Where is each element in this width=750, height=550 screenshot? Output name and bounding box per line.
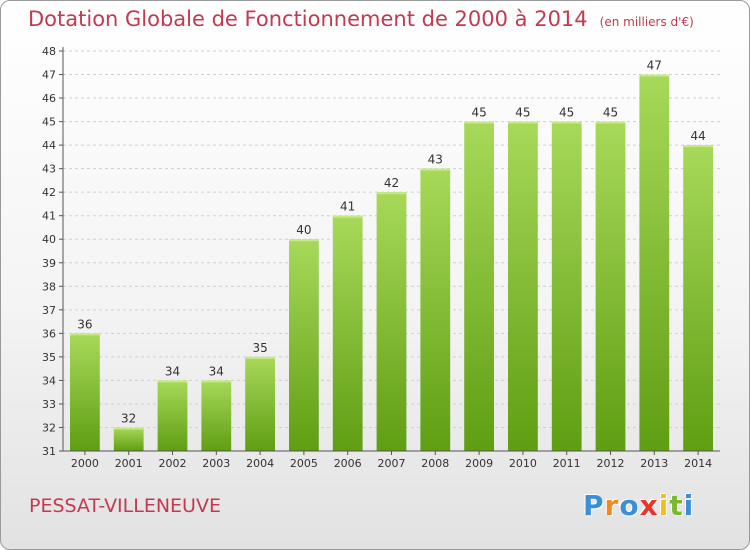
x-tick-label: 2001 (115, 457, 143, 470)
bar-2012 (595, 121, 626, 452)
bar-2010 (508, 121, 538, 452)
data-label: 45 (471, 106, 486, 120)
bar-2004 (245, 356, 275, 451)
data-label: 47 (647, 59, 662, 73)
y-tick-label: 45 (42, 116, 56, 129)
bar-2000 (70, 333, 100, 451)
y-tick-label: 44 (42, 139, 56, 152)
bar-highlight (201, 380, 232, 383)
bar-highlight (289, 239, 319, 242)
bar-2011 (551, 121, 582, 452)
bar-highlight (639, 74, 670, 77)
data-label: 44 (690, 129, 705, 143)
bar-2001 (113, 427, 144, 451)
logo-letter: i (658, 489, 670, 522)
y-tick-label: 36 (42, 327, 56, 340)
x-tick-label: 2005 (290, 457, 318, 470)
x-tick-label: 2011 (553, 457, 581, 470)
bar-2007 (376, 192, 407, 452)
bar-2005 (289, 239, 319, 451)
data-label: 45 (559, 106, 574, 120)
bar-2013 (639, 74, 670, 451)
bar-2003 (201, 380, 232, 451)
y-tick-label: 38 (42, 280, 56, 293)
y-tick-label: 41 (42, 210, 56, 223)
y-tick-label: 37 (42, 304, 56, 317)
data-label: 41 (340, 200, 355, 214)
y-tick-label: 46 (42, 92, 56, 105)
data-labels: 36 32 34 34 35 40 41 42 43 45 45 45 45 47 44 (77, 59, 705, 426)
y-tick-label: 42 (42, 186, 56, 199)
x-tick-label: 2004 (246, 457, 274, 470)
y-tick-label: 32 (42, 421, 56, 434)
logo-letter: x (639, 489, 659, 522)
logo-letter: P (583, 489, 605, 522)
logo-letter: t (669, 489, 684, 522)
y-tick-label: 31 (42, 445, 56, 458)
data-label: 45 (515, 106, 530, 120)
proxiti-logo[interactable]: Proxiti (583, 489, 694, 522)
bars (70, 74, 713, 452)
data-label: 42 (384, 176, 399, 190)
x-tick-label: 2002 (159, 457, 187, 470)
bar-2009 (464, 121, 494, 452)
x-tick-label: 2009 (465, 457, 493, 470)
bar-2008 (420, 168, 451, 451)
y-tick-label: 40 (42, 233, 56, 246)
chart-title-text: Dotation Globale de Fonctionnement de 20… (28, 7, 588, 31)
bar-highlight (595, 121, 626, 124)
y-tick-label: 33 (42, 398, 56, 411)
bar-highlight (683, 145, 713, 148)
bar-highlight (464, 121, 494, 124)
x-tick-label: 2008 (421, 457, 449, 470)
y-tick-label: 48 (42, 45, 56, 58)
logo-letter: i (683, 489, 695, 522)
x-tick-label: 2014 (684, 457, 712, 470)
data-label: 40 (296, 223, 311, 237)
bar-highlight (245, 356, 275, 359)
bar-2006 (332, 215, 363, 451)
x-tick-label: 2006 (334, 457, 362, 470)
y-tick-label: 35 (42, 351, 56, 364)
chart-unit: (en milliers d'€) (599, 15, 694, 29)
bar-highlight (508, 121, 538, 124)
x-tick-label: 2003 (202, 457, 230, 470)
bar-highlight (332, 215, 363, 218)
logo-letter: r (604, 489, 620, 522)
bar-2002 (157, 380, 188, 451)
bar-highlight (113, 427, 144, 430)
logo-letter: o (619, 489, 640, 522)
y-tick-label: 47 (42, 69, 56, 82)
y-tick-label: 34 (42, 374, 56, 387)
bar-highlight (420, 168, 451, 171)
chart-title: Dotation Globale de Fonctionnement de 20… (28, 7, 694, 31)
data-label: 34 (209, 364, 224, 378)
bar-highlight (551, 121, 582, 124)
x-tick-label: 2000 (71, 457, 99, 470)
bar-highlight (70, 333, 100, 336)
commune-name: PESSAT-VILLENEUVE (29, 495, 221, 517)
bar-2014 (683, 145, 713, 451)
x-tick-label: 2012 (597, 457, 625, 470)
data-label: 35 (252, 341, 267, 355)
axes: 31 32 33 34 35 36 37 38 39 40 41 42 43 44 45 46 47 48 2000… (42, 45, 720, 470)
data-label: 32 (121, 411, 136, 425)
y-tick-label: 43 (42, 163, 56, 176)
y-tick-label: 39 (42, 257, 56, 270)
bar-highlight (157, 380, 188, 383)
x-tick-label: 2007 (378, 457, 406, 470)
data-label: 34 (165, 364, 180, 378)
data-label: 43 (428, 153, 443, 167)
data-label: 36 (77, 317, 92, 331)
x-tick-label: 2010 (509, 457, 537, 470)
data-label: 45 (603, 106, 618, 120)
x-tick-label: 2013 (640, 457, 668, 470)
bar-highlight (376, 192, 407, 195)
